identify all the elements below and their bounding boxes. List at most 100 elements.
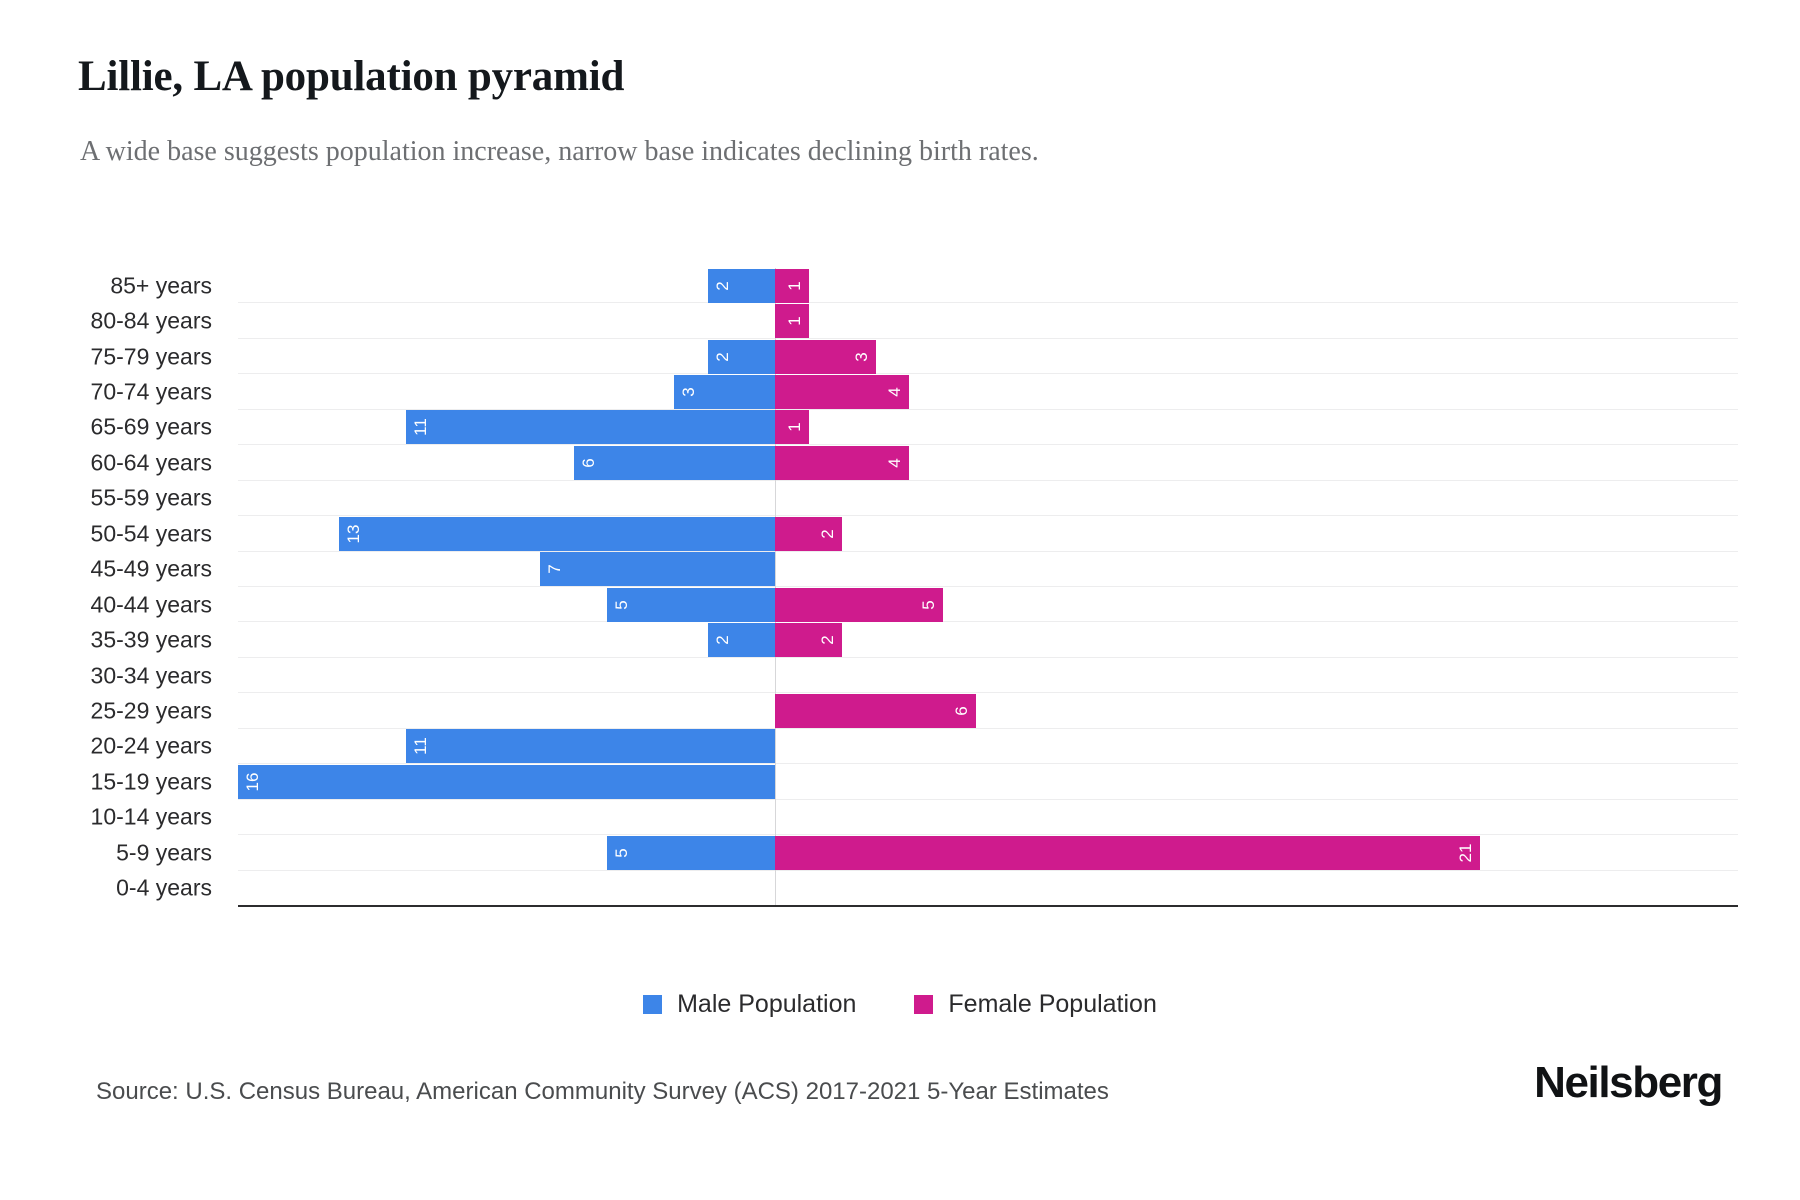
legend-label: Female Population xyxy=(948,990,1157,1018)
legend-item[interactable]: Female Population xyxy=(914,990,1157,1019)
pyramid-row: 55-59 years xyxy=(91,481,1738,516)
female-bar[interactable]: 6 xyxy=(775,694,977,729)
y-axis-tick-label: 10-14 years xyxy=(90,803,212,830)
gridline xyxy=(238,586,1738,587)
male-bar[interactable]: 2 xyxy=(707,268,775,303)
bar-value-label: 13 xyxy=(343,524,363,544)
bar-value-label: 3 xyxy=(679,387,699,397)
pyramid-row: 0-4 years xyxy=(116,871,1738,906)
center-axis-line xyxy=(775,268,776,906)
y-axis-tick-label: 25-29 years xyxy=(90,697,212,724)
gridline xyxy=(238,621,1738,623)
bar-value-label: 11 xyxy=(410,737,430,756)
female-bar[interactable]: 1 xyxy=(775,304,809,339)
gridline xyxy=(238,515,1738,517)
pyramid-row: 85+ years 2 1 xyxy=(110,268,1738,303)
bar-value-label: 4 xyxy=(885,387,905,397)
female-bar[interactable]: 1 xyxy=(775,268,809,303)
bar-value-label: 3 xyxy=(851,351,871,362)
pyramid-row: 65-69 years 11 1 xyxy=(91,410,1738,445)
gridline xyxy=(238,373,1738,375)
bar-value-label: 6 xyxy=(578,458,598,468)
pyramid-row: 50-54 years 13 2 xyxy=(91,516,1738,551)
bar-value-label: 1 xyxy=(784,316,804,326)
female-bar[interactable]: 21 xyxy=(775,835,1480,870)
chart-legend: Male Population Female Population xyxy=(0,990,1800,1019)
bar-value-label: 6 xyxy=(952,706,972,716)
gridline xyxy=(238,798,1738,800)
y-axis-tick-label: 35-39 years xyxy=(90,626,212,653)
bar-value-label: 2 xyxy=(712,635,732,645)
gridline xyxy=(238,692,1738,694)
pyramid-row: 10-14 years xyxy=(91,800,1738,835)
gridline xyxy=(238,479,1738,481)
y-axis-tick-label: 30-34 years xyxy=(90,662,212,689)
gridline xyxy=(238,444,1738,446)
pyramid-row: 80-84 years 1 xyxy=(91,303,1738,339)
female-bar[interactable]: 2 xyxy=(775,516,843,551)
male-bar[interactable]: 3 xyxy=(674,375,775,410)
bar-value-label: 7 xyxy=(545,564,565,574)
pyramid-row: 45-49 years 7 xyxy=(91,552,1738,587)
gridline xyxy=(238,763,1738,765)
y-axis-tick-label: 20-24 years xyxy=(90,732,212,759)
y-axis-tick-label: 45-49 years xyxy=(90,555,212,582)
male-bar[interactable]: 5 xyxy=(607,587,775,622)
bar-value-label: 1 xyxy=(784,280,804,291)
gridline xyxy=(238,656,1738,658)
pyramid-row: 35-39 years 2 2 xyxy=(91,622,1738,658)
y-axis-tick-label: 55-59 years xyxy=(90,484,212,511)
gridline xyxy=(238,302,1738,304)
male-bar[interactable]: 2 xyxy=(707,339,775,374)
bar-value-label: 11 xyxy=(410,418,430,437)
pyramid-row: 60-64 years 6 4 xyxy=(91,445,1738,480)
y-axis-tick-label: 0-4 years xyxy=(116,874,212,901)
male-bar[interactable]: 11 xyxy=(405,729,775,764)
bar-value-label: 2 xyxy=(712,351,732,362)
bar-value-label: 16 xyxy=(243,772,262,792)
pyramid-row: 15-19 years 16 xyxy=(91,764,1738,799)
chart-subtitle: A wide base suggests population increase… xyxy=(80,136,1039,167)
bar-value-label: 5 xyxy=(612,599,632,610)
pyramid-row: 25-29 years 6 xyxy=(91,693,1738,729)
y-axis-tick-label: 65-69 years xyxy=(90,413,212,440)
gridlines xyxy=(238,268,1738,906)
legend-item[interactable]: Male Population xyxy=(643,990,856,1019)
y-axis-tick-label: 50-54 years xyxy=(90,520,212,547)
brand-logo: Neilsberg xyxy=(1534,1058,1723,1107)
male-bar[interactable]: 6 xyxy=(573,445,775,480)
female-bar[interactable]: 1 xyxy=(775,410,809,445)
square-swatch-icon xyxy=(643,995,663,1014)
male-bar[interactable]: 7 xyxy=(540,552,775,587)
female-bar[interactable]: 4 xyxy=(775,445,910,480)
gridline xyxy=(238,408,1738,410)
pyramid-row: 5-9 years 5 21 xyxy=(116,835,1738,870)
y-axis-tick-label: 40-44 years xyxy=(90,591,212,618)
gridline xyxy=(238,727,1738,729)
x-axis-baseline xyxy=(238,905,1738,907)
male-bar[interactable]: 5 xyxy=(607,835,775,870)
legend-label: Male Population xyxy=(677,990,857,1018)
male-bar[interactable]: 16 xyxy=(238,764,775,799)
male-bar[interactable]: 13 xyxy=(338,516,775,551)
bar-value-label: 1 xyxy=(784,422,804,433)
male-bar[interactable]: 11 xyxy=(405,410,775,445)
female-bar[interactable]: 2 xyxy=(775,623,843,658)
female-bar[interactable]: 5 xyxy=(775,587,943,622)
bar-value-label: 21 xyxy=(1455,843,1475,863)
pyramid-row: 20-24 years 11 xyxy=(91,729,1738,764)
female-bar[interactable]: 4 xyxy=(775,375,910,410)
y-axis-tick-label: 60-64 years xyxy=(90,449,212,476)
y-axis-tick-label: 85+ years xyxy=(110,272,212,299)
y-axis-tick-label: 15-19 years xyxy=(90,768,212,795)
y-axis-tick-label: 75-79 years xyxy=(90,343,212,370)
population-pyramid-plot: 85+ years 2 1 80-84 years 1 75-79 years 2 3 70-7… xyxy=(91,268,1738,907)
pyramid-row: 75-79 years 2 3 xyxy=(91,339,1738,374)
bar-value-label: 5 xyxy=(918,599,938,610)
female-bar[interactable]: 3 xyxy=(775,339,876,374)
male-bar[interactable]: 2 xyxy=(707,623,775,658)
pyramid-row: 30-34 years xyxy=(91,658,1738,693)
page-title: Lillie, LA population pyramid xyxy=(78,53,625,100)
bar-value-label: 2 xyxy=(818,529,838,539)
bar-value-label: 2 xyxy=(712,280,732,291)
